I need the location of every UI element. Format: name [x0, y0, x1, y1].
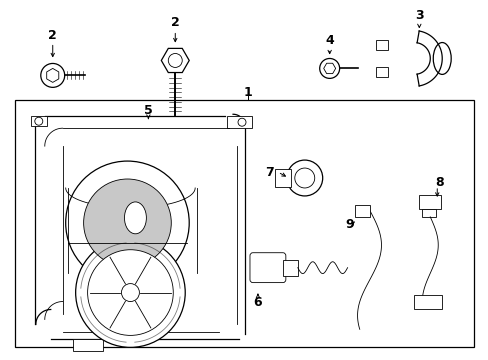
Polygon shape	[376, 40, 387, 50]
Bar	[413, 294, 441, 309]
Text: 8: 8	[434, 176, 443, 189]
Text: 6: 6	[253, 296, 262, 309]
Ellipse shape	[432, 42, 450, 75]
Text: 5: 5	[143, 104, 152, 117]
Ellipse shape	[124, 202, 146, 234]
Circle shape	[294, 168, 314, 188]
Circle shape	[35, 117, 42, 125]
Circle shape	[76, 238, 185, 347]
Circle shape	[41, 63, 64, 87]
Bar	[31, 116, 47, 126]
Text: 4: 4	[325, 34, 333, 47]
Bar	[422, 209, 435, 217]
Text: 2: 2	[48, 29, 57, 42]
Circle shape	[286, 160, 322, 196]
Circle shape	[238, 118, 245, 126]
Bar	[73, 339, 102, 351]
Bar	[226, 116, 251, 128]
Circle shape	[121, 284, 139, 302]
Bar	[274, 169, 290, 187]
Text: 1: 1	[243, 86, 252, 99]
Text: 3: 3	[414, 9, 423, 22]
FancyBboxPatch shape	[249, 253, 285, 283]
Polygon shape	[161, 48, 189, 73]
Bar	[419, 195, 440, 209]
Polygon shape	[47, 68, 59, 82]
Bar	[282, 260, 297, 276]
Polygon shape	[376, 67, 387, 77]
Text: 7: 7	[265, 166, 274, 179]
Circle shape	[83, 179, 171, 267]
Circle shape	[65, 161, 189, 285]
Bar	[354, 205, 369, 217]
Circle shape	[168, 54, 182, 67]
Polygon shape	[323, 63, 335, 73]
Text: 2: 2	[170, 16, 179, 29]
Text: 9: 9	[345, 218, 353, 231]
Bar	[15, 100, 473, 347]
Circle shape	[319, 58, 339, 78]
Circle shape	[87, 250, 173, 336]
